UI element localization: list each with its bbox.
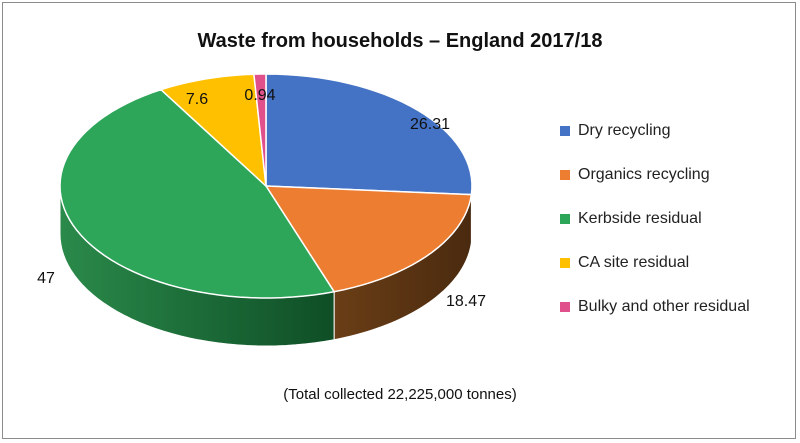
- legend-label: Dry recycling: [578, 122, 671, 139]
- data-label-ca-site-residual: 7.6: [186, 91, 208, 108]
- pie-slice-dry-recycling: [265, 73, 473, 196]
- legend-swatch: [560, 258, 570, 268]
- pie-slice-bulky-and-other-residual: [253, 73, 267, 187]
- legend-item-kerbside-residual: Kerbside residual: [560, 208, 702, 230]
- legend-item-organics-recycling: Organics recycling: [560, 164, 710, 186]
- pie-slice-ca-site-residual: [159, 73, 267, 188]
- legend-swatch: [560, 170, 570, 180]
- pie-slice-kerbside-residual: [59, 88, 336, 299]
- legend-label: Kerbside residual: [578, 210, 702, 227]
- legend-item-dry-recycling: Dry recycling: [560, 120, 670, 142]
- legend-swatch: [560, 126, 570, 136]
- legend-item-ca-site-residual: CA site residual: [560, 252, 689, 274]
- chart-footnote: (Total collected 22,225,000 tonnes): [283, 386, 517, 403]
- legend-label: Bulky and other residual: [578, 298, 750, 315]
- data-label-kerbside-residual: 47: [37, 270, 55, 287]
- legend-item-bulky-and-other-residual: Bulky and other residual: [560, 296, 750, 318]
- pie-top: [59, 73, 473, 299]
- data-label-organics-recycling: 18.47: [446, 293, 486, 310]
- legend-label: CA site residual: [578, 254, 690, 271]
- pie-data-labels: 26.31 18.47 47 7.6 0.94: [37, 87, 486, 310]
- legend-swatch: [560, 214, 570, 224]
- data-label-bulky-and-other-residual: 0.94: [244, 87, 275, 104]
- legend-label: Organics recycling: [578, 166, 710, 183]
- legend-swatch: [560, 302, 570, 312]
- chart-title: Waste from households – England 2017/18: [197, 30, 603, 52]
- data-label-dry-recycling: 26.31: [410, 116, 450, 133]
